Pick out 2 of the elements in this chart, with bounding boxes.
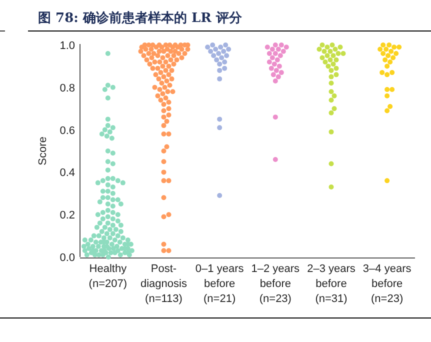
ylabel: Score [37,136,49,166]
title: 图 78: 确诊前患者样本的 LR 评分 [38,11,242,26]
